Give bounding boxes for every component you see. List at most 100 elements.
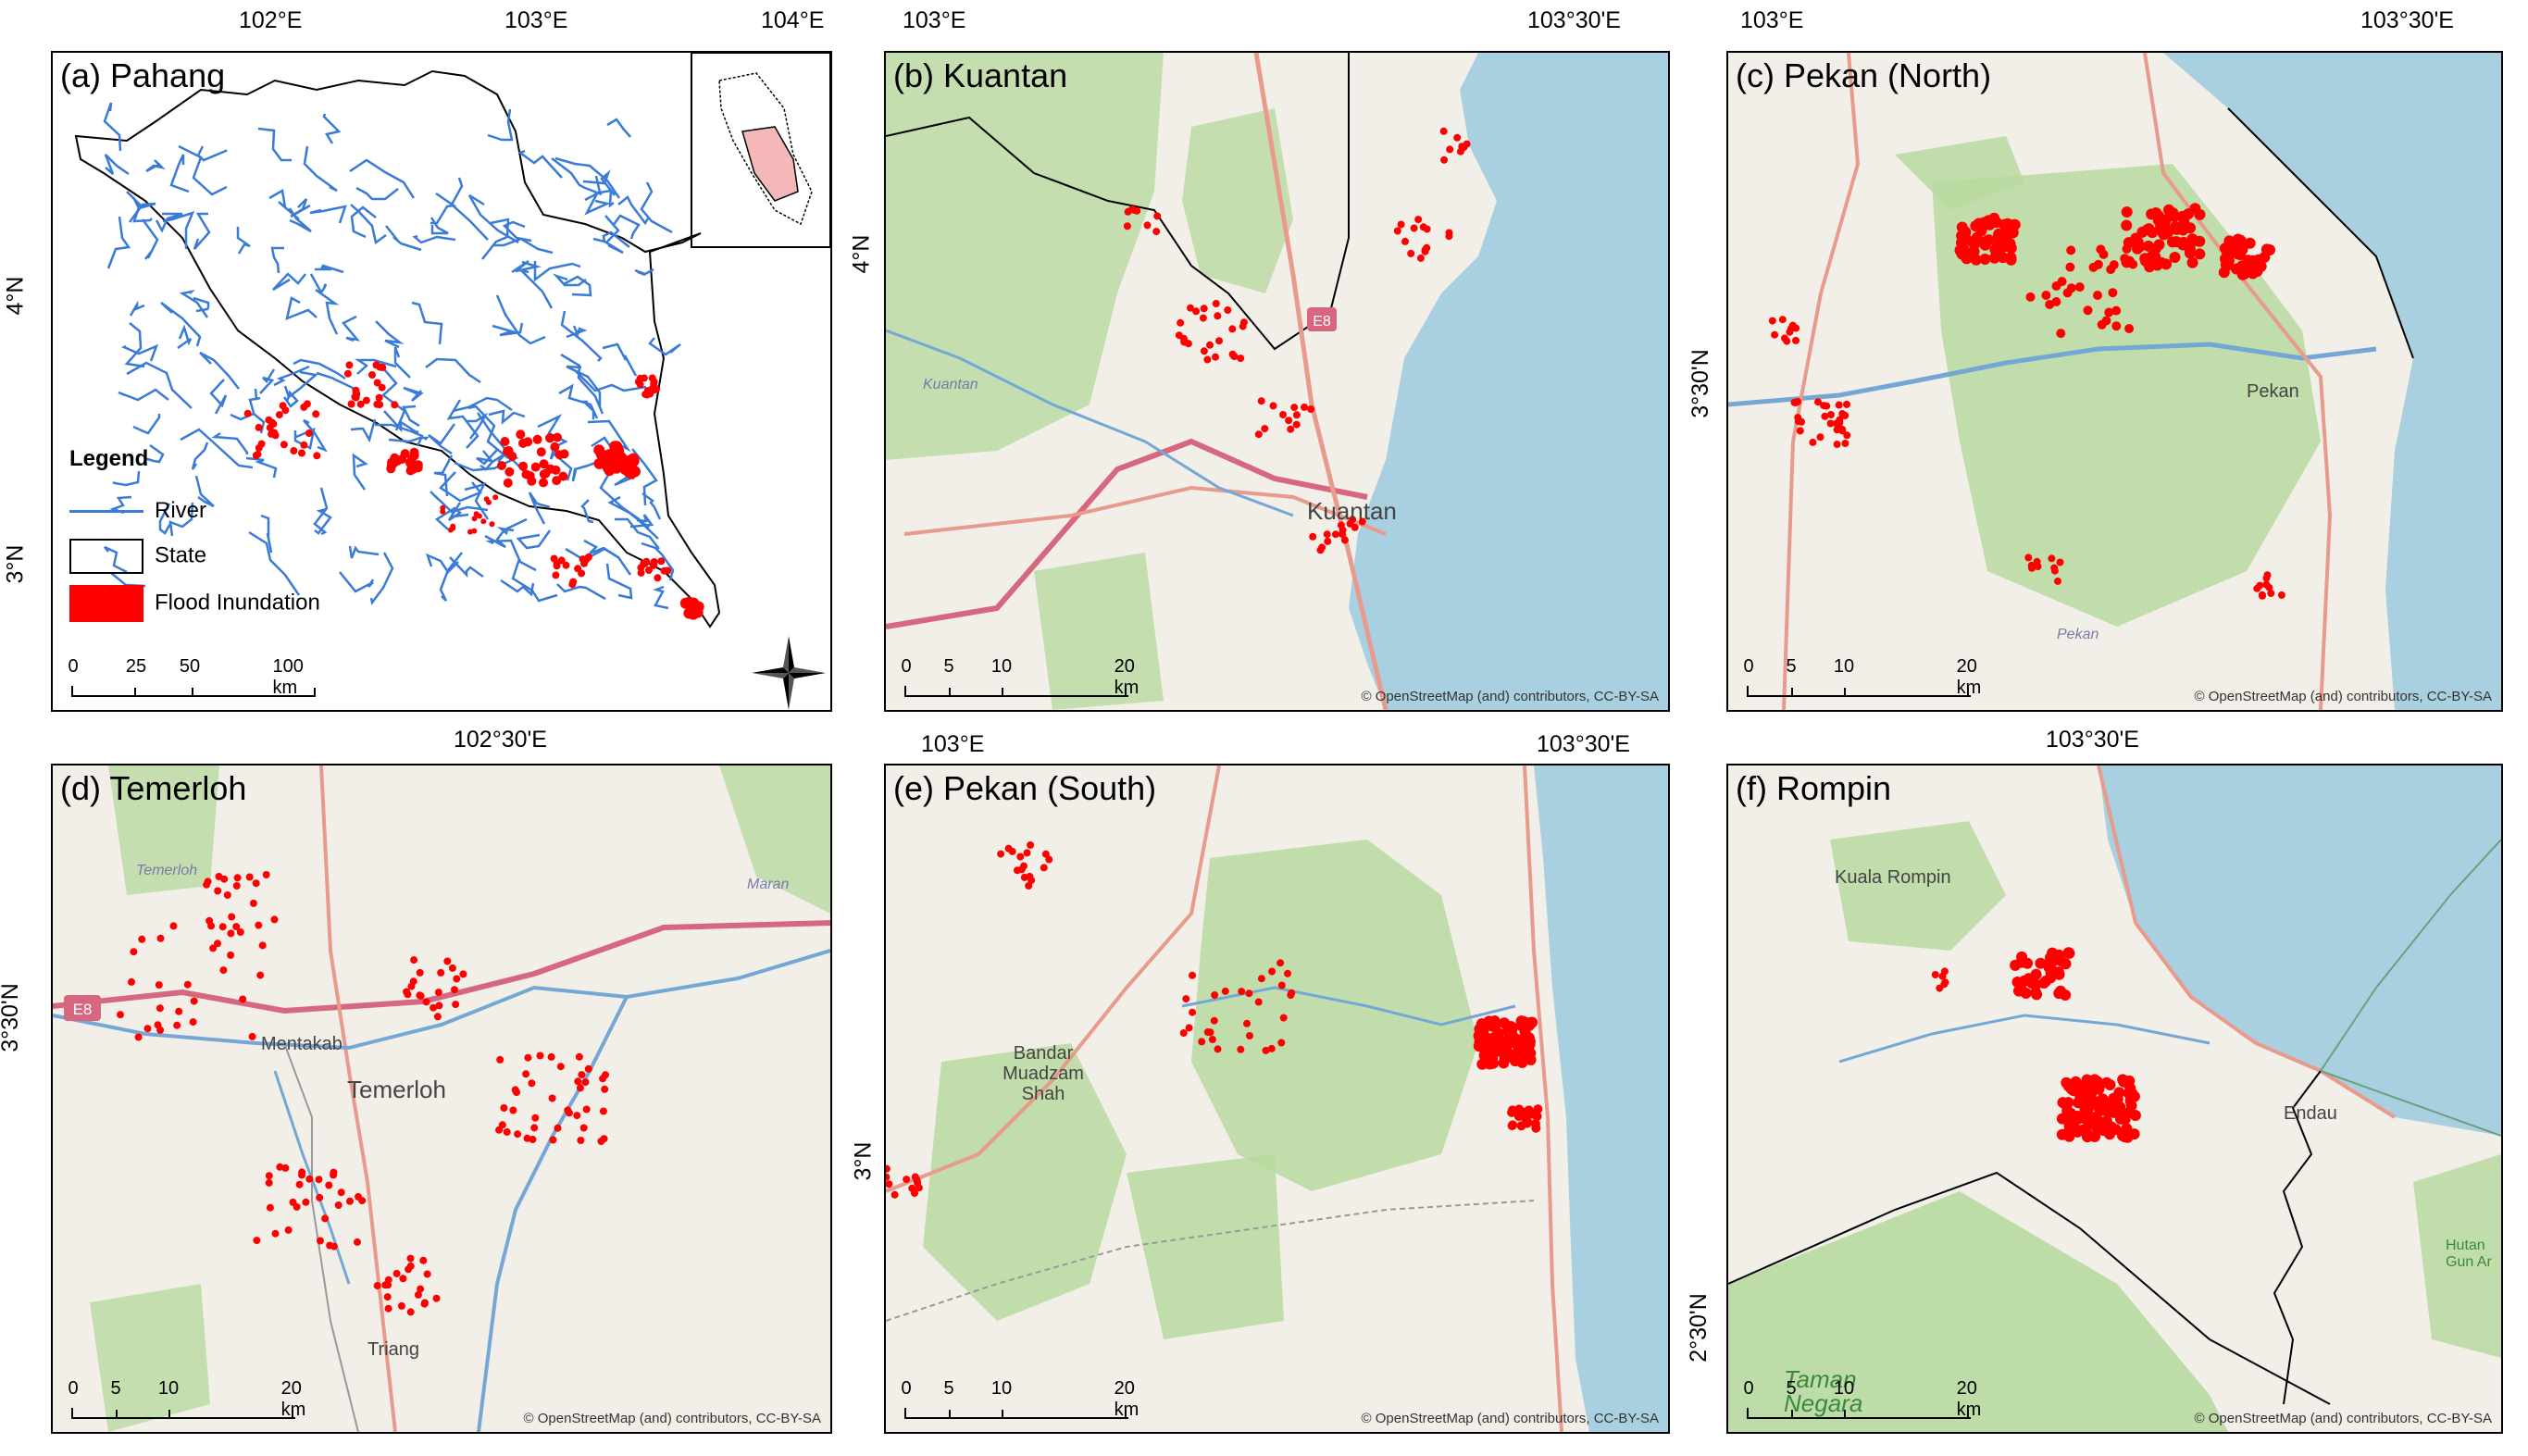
- river-line: [375, 320, 405, 349]
- flood-patch: [300, 403, 308, 411]
- flood-patch: [1185, 1024, 1193, 1032]
- flood-patch: [1237, 1045, 1245, 1053]
- flood-patch: [368, 371, 376, 379]
- flood-patch: [1821, 412, 1829, 420]
- river-line: [162, 210, 195, 249]
- place-bandar-muadzam-shah: Bandar Muadzam Shah: [1002, 1043, 1084, 1104]
- flood-patch: [257, 440, 266, 448]
- flood-patch: [1292, 411, 1301, 419]
- scale-tick: [1002, 688, 1003, 697]
- scale-bar: 0 5 10 20 km: [901, 1378, 1139, 1420]
- flood-patch: [1768, 317, 1776, 325]
- flood-patch: [1309, 532, 1317, 541]
- flood-patch: [2143, 240, 2154, 252]
- river-line: [634, 268, 654, 277]
- flood-patch: [657, 557, 666, 566]
- river-line: [563, 275, 592, 297]
- river-line: [517, 149, 563, 179]
- scale-bar: 0 5 10 20 km: [68, 1378, 306, 1420]
- place-triang: Triang: [367, 1339, 419, 1360]
- river-line: [648, 337, 681, 356]
- river-line: [285, 296, 318, 321]
- route-label: E8: [1313, 314, 1331, 330]
- flood-patch: [1040, 864, 1048, 872]
- flood-patch: [2060, 958, 2072, 970]
- scale-line: [71, 1408, 295, 1419]
- river-line: [268, 189, 300, 220]
- scale-bar: 0 5 10 20 km: [1743, 1378, 1981, 1420]
- river-line: [349, 158, 416, 199]
- flood-patch: [214, 940, 221, 948]
- flood-patch: [579, 1124, 588, 1132]
- map-attribution: © OpenStreetMap (and) contributors, CC-B…: [523, 1411, 821, 1426]
- river-line: [180, 428, 254, 469]
- river-line: [128, 196, 156, 223]
- flood-patch: [1331, 530, 1339, 539]
- flood-patch: [156, 934, 165, 942]
- flood-patch: [528, 1079, 536, 1088]
- flood-patch: [504, 445, 514, 455]
- flood-patch: [574, 565, 582, 573]
- map-attribution: © OpenStreetMap (and) contributors, CC-B…: [1361, 1411, 1659, 1426]
- flood-patch: [1979, 254, 1991, 265]
- legend-river: River: [69, 498, 206, 524]
- flood-patch: [2267, 590, 2275, 597]
- flood-patch: [417, 991, 425, 1000]
- flood-patch: [2025, 292, 2036, 302]
- map-attribution: © OpenStreetMap (and) contributors, CC-B…: [1361, 689, 1659, 704]
- flood-patch: [1214, 312, 1222, 320]
- scale-tick: [192, 688, 193, 697]
- flood-patch: [362, 396, 370, 404]
- flood-patch: [1338, 530, 1346, 539]
- scale-label-20: 20 km: [280, 1378, 306, 1420]
- river-line: [112, 470, 141, 487]
- flood-patch: [500, 437, 510, 446]
- river-line: [433, 454, 454, 497]
- river-line: [124, 322, 145, 368]
- river-line: [248, 388, 261, 414]
- flood-patch: [1523, 1032, 1535, 1044]
- panel-b-kuantan: (b) Kuantan E8 Kuantan Kuantan 0 5 10 20…: [884, 51, 1670, 712]
- river-line: [476, 449, 498, 466]
- flood-patch: [1045, 855, 1053, 864]
- flood-patch: [1261, 425, 1269, 433]
- place-temerloh-district: Temerloh: [136, 863, 198, 878]
- scale-label-20: 20 km: [1956, 1378, 1982, 1420]
- flood-patch: [175, 1007, 183, 1015]
- flood-patch: [1277, 981, 1286, 989]
- scale-tick: [1844, 688, 1846, 697]
- flood-patch: [522, 1070, 530, 1078]
- flood-patch: [300, 441, 308, 449]
- place-pekan-district: Pekan: [2057, 627, 2099, 642]
- river-line: [492, 237, 554, 255]
- flood-patch: [500, 1104, 508, 1112]
- flood-patch: [1533, 1104, 1543, 1114]
- flood-patch: [573, 1112, 581, 1120]
- river-line: [566, 365, 602, 406]
- river-line: [350, 204, 387, 245]
- river-line: [355, 186, 399, 201]
- river-line: [611, 214, 641, 240]
- flood-patch: [410, 956, 418, 964]
- flood-patch: [223, 891, 231, 899]
- scale-tick: [314, 688, 316, 697]
- flood-patch: [2104, 307, 2114, 317]
- flood-patch: [554, 450, 565, 460]
- flood-patch: [1522, 1118, 1532, 1128]
- scale-label-0: 0: [901, 656, 912, 677]
- flood-patch: [1792, 336, 1799, 344]
- river-line: [402, 404, 420, 428]
- flood-patch: [1971, 231, 1983, 243]
- flood-patch: [1200, 347, 1208, 355]
- river-line: [487, 108, 514, 142]
- flood-patch: [532, 434, 542, 444]
- river-line: [211, 431, 249, 454]
- flood-patch: [2005, 252, 2017, 264]
- flood-patch: [2108, 288, 2118, 298]
- scale-label-0: 0: [1743, 656, 1754, 677]
- flood-patch: [128, 977, 135, 986]
- lon-tick-b-10330: 103°30'E: [1527, 7, 1621, 33]
- river-line: [488, 409, 526, 425]
- scale-label-20: 20 km: [1114, 656, 1139, 698]
- flood-patch: [1323, 530, 1331, 539]
